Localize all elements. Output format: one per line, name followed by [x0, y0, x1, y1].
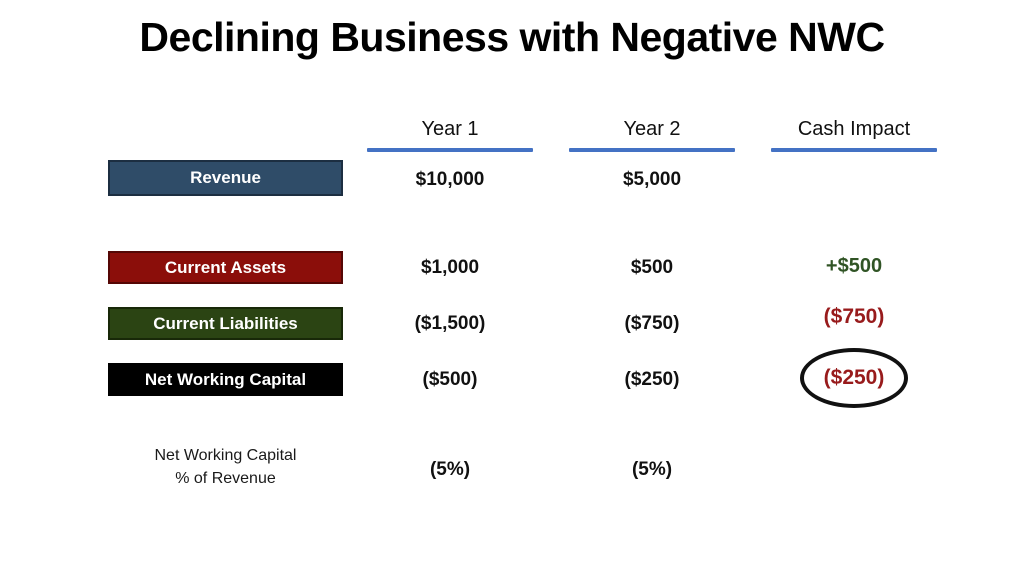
cell-current-assets-year1: $1,000 [420, 257, 480, 278]
column-header-year1: Year 1 [358, 114, 542, 154]
cell-nwc-year1: ($500) [422, 369, 478, 390]
column-header-cash-impact: Cash Impact [762, 114, 946, 154]
highlight-ellipse: ($250) [800, 348, 908, 408]
column-header-year2-label: Year 2 [623, 118, 681, 140]
cell-current-assets-year2: $500 [630, 257, 674, 278]
cell-current-liabilities-cash-impact: ($750) [823, 305, 885, 328]
row-label-revenue: Revenue [108, 160, 343, 196]
cell-nwc-cash-impact: ($250) [823, 366, 885, 389]
column-header-cash-impact-label: Cash Impact [797, 118, 911, 140]
column-header-year2: Year 2 [560, 114, 744, 154]
row-label-current-assets: Current Assets [108, 251, 343, 284]
cell-revenue-year2: $5,000 [622, 169, 682, 190]
cell-nwc-percent-year2: (5%) [631, 459, 673, 480]
cell-nwc-year2: ($250) [624, 369, 680, 390]
cell-nwc-percent-year1: (5%) [429, 459, 471, 480]
header-underline-cash-impact [771, 148, 937, 152]
cell-current-liabilities-year2: ($750) [624, 313, 680, 334]
row-label-net-working-capital: Net Working Capital [108, 363, 343, 396]
row-label-nwc-percent-of-revenue: Net Working Capital % of Revenue [154, 447, 297, 487]
cell-current-liabilities-year1: ($1,500) [414, 313, 486, 334]
slide-title: Declining Business with Negative NWC [139, 14, 885, 60]
column-header-year1-label: Year 1 [421, 118, 479, 140]
header-underline-year2 [569, 148, 735, 152]
cell-current-assets-cash-impact: +$500 [825, 255, 883, 277]
cell-revenue-year1: $10,000 [415, 169, 485, 190]
row-label-current-liabilities: Current Liabilities [108, 307, 343, 340]
header-underline-year1 [367, 148, 533, 152]
